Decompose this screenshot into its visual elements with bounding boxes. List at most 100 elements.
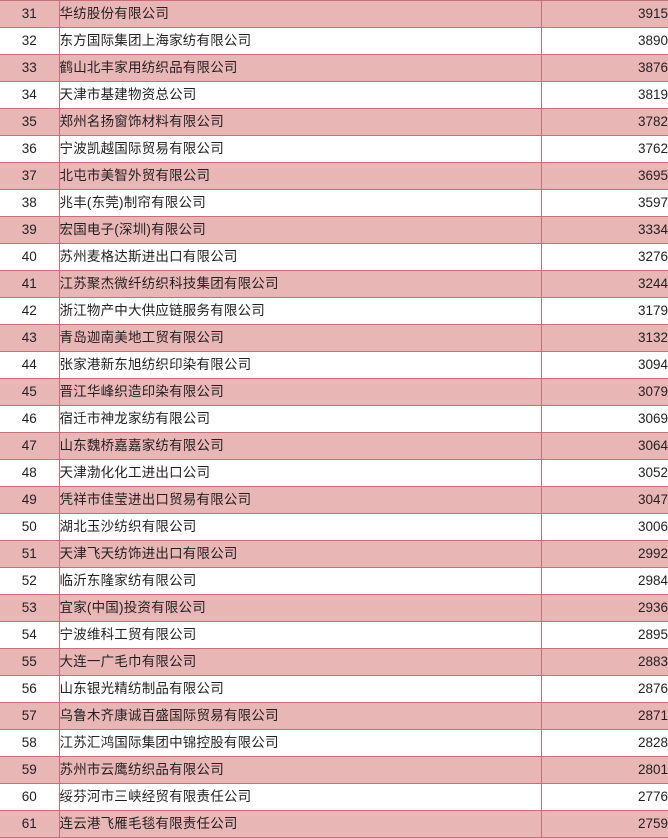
- table-row[interactable]: 48 天津渤化化工进出口公司 3052: [0, 459, 668, 487]
- value-cell: 2992: [541, 540, 668, 568]
- value-cell: 2883: [541, 648, 668, 676]
- table-row[interactable]: 45 晋江华峰织造印染有限公司 3079: [0, 378, 668, 406]
- table-row[interactable]: 42 浙江物产中大供应链服务有限公司 3179: [0, 297, 668, 325]
- table-row[interactable]: 38 兆丰(东莞)制帘有限公司 3597: [0, 189, 668, 217]
- rank-cell: 33: [0, 54, 60, 82]
- company-name-cell: 苏州市云鹰纺织品有限公司: [59, 756, 542, 784]
- company-name-cell: 山东银光精纺制品有限公司: [59, 675, 542, 703]
- company-name-cell: 绥芬河市三峡经贸有限责任公司: [59, 783, 542, 811]
- table-row[interactable]: 36 宁波凯越国际贸易有限公司 3762: [0, 135, 668, 163]
- rank-cell: 59: [0, 756, 60, 784]
- rank-cell: 54: [0, 621, 60, 649]
- value-cell: 3597: [541, 189, 668, 217]
- table-row[interactable]: 54 宁波维科工贸有限公司 2895: [0, 621, 668, 649]
- rank-cell: 49: [0, 486, 60, 514]
- table-row[interactable]: 44 张家港新东旭纺织印染有限公司 3094: [0, 351, 668, 379]
- company-name-cell: 乌鲁木齐康诚百盛国际贸易有限公司: [59, 702, 542, 730]
- value-cell: 3890: [541, 27, 668, 55]
- table-row[interactable]: 49 凭祥市佳莹进出口贸易有限公司 3047: [0, 486, 668, 514]
- rank-cell: 56: [0, 675, 60, 703]
- company-name-cell: 兆丰(东莞)制帘有限公司: [59, 189, 542, 217]
- value-cell: 3047: [541, 486, 668, 514]
- table-row[interactable]: 35 郑州名扬窗饰材料有限公司 3782: [0, 108, 668, 136]
- company-name-cell: 东方国际集团上海家纺有限公司: [59, 27, 542, 55]
- company-name-cell: 华纺股份有限公司: [59, 0, 542, 28]
- rank-cell: 39: [0, 216, 60, 244]
- value-cell: 3179: [541, 297, 668, 325]
- table-row[interactable]: 33 鹤山北丰家用纺织品有限公司 3876: [0, 54, 668, 82]
- rank-cell: 58: [0, 729, 60, 757]
- company-name-cell: 凭祥市佳莹进出口贸易有限公司: [59, 486, 542, 514]
- value-cell: 2801: [541, 756, 668, 784]
- company-name-cell: 山东魏桥嘉嘉家纺有限公司: [59, 432, 542, 460]
- company-name-cell: 宿迁市神龙家纺有限公司: [59, 405, 542, 433]
- table-row[interactable]: 46 宿迁市神龙家纺有限公司 3069: [0, 405, 668, 433]
- value-cell: 3876: [541, 54, 668, 82]
- table-row[interactable]: 57 乌鲁木齐康诚百盛国际贸易有限公司 2871: [0, 702, 668, 730]
- rank-cell: 50: [0, 513, 60, 541]
- value-cell: 3132: [541, 324, 668, 352]
- value-cell: 2984: [541, 567, 668, 595]
- value-cell: 3244: [541, 270, 668, 298]
- table-row[interactable]: 61 连云港飞雁毛毯有限责任公司 2759: [0, 810, 668, 838]
- rank-cell: 35: [0, 108, 60, 136]
- rank-cell: 52: [0, 567, 60, 595]
- table-row[interactable]: 53 宜家(中国)投资有限公司 2936: [0, 594, 668, 622]
- value-cell: 2936: [541, 594, 668, 622]
- rank-cell: 45: [0, 378, 60, 406]
- rank-cell: 61: [0, 810, 60, 838]
- value-cell: 3276: [541, 243, 668, 271]
- value-cell: 3094: [541, 351, 668, 379]
- value-cell: 3334: [541, 216, 668, 244]
- value-cell: 3069: [541, 405, 668, 433]
- value-cell: 3782: [541, 108, 668, 136]
- value-cell: 2759: [541, 810, 668, 838]
- company-name-cell: 郑州名扬窗饰材料有限公司: [59, 108, 542, 136]
- table-row[interactable]: 31 华纺股份有限公司 3915: [0, 0, 668, 28]
- rank-cell: 40: [0, 243, 60, 271]
- table-row[interactable]: 52 临沂东隆家纺有限公司 2984: [0, 567, 668, 595]
- company-name-cell: 浙江物产中大供应链服务有限公司: [59, 297, 542, 325]
- rank-cell: 36: [0, 135, 60, 163]
- table-row[interactable]: 56 山东银光精纺制品有限公司 2876: [0, 675, 668, 703]
- company-name-cell: 宁波维科工贸有限公司: [59, 621, 542, 649]
- table-row[interactable]: 41 江苏聚杰微纤纺织科技集团有限公司 3244: [0, 270, 668, 298]
- rank-cell: 34: [0, 81, 60, 109]
- table-row[interactable]: 39 宏国电子(深圳)有限公司 3334: [0, 216, 668, 244]
- table-row[interactable]: 37 北屯市美智外贸有限公司 3695: [0, 162, 668, 190]
- table-row[interactable]: 43 青岛迦南美地工贸有限公司 3132: [0, 324, 668, 352]
- value-cell: 3079: [541, 378, 668, 406]
- table-row[interactable]: 34 天津市基建物资总公司 3819: [0, 81, 668, 109]
- rank-cell: 43: [0, 324, 60, 352]
- rank-cell: 32: [0, 27, 60, 55]
- table-row[interactable]: 58 江苏汇鸿国际集团中锦控股有限公司 2828: [0, 729, 668, 757]
- rank-cell: 31: [0, 0, 60, 28]
- value-cell: 3052: [541, 459, 668, 487]
- table-row[interactable]: 47 山东魏桥嘉嘉家纺有限公司 3064: [0, 432, 668, 460]
- value-cell: 3762: [541, 135, 668, 163]
- company-name-cell: 天津飞天纺饰进出口有限公司: [59, 540, 542, 568]
- company-name-cell: 张家港新东旭纺织印染有限公司: [59, 351, 542, 379]
- value-cell: 2895: [541, 621, 668, 649]
- company-name-cell: 江苏汇鸿国际集团中锦控股有限公司: [59, 729, 542, 757]
- company-name-cell: 宏国电子(深圳)有限公司: [59, 216, 542, 244]
- value-cell: 2871: [541, 702, 668, 730]
- company-name-cell: 连云港飞雁毛毯有限责任公司: [59, 810, 542, 838]
- value-cell: 2776: [541, 783, 668, 811]
- value-cell: 2876: [541, 675, 668, 703]
- table-row[interactable]: 40 苏州麦格达斯进出口有限公司 3276: [0, 243, 668, 271]
- table-row[interactable]: 60 绥芬河市三峡经贸有限责任公司 2776: [0, 783, 668, 811]
- company-name-cell: 大连一广毛巾有限公司: [59, 648, 542, 676]
- table-row[interactable]: 51 天津飞天纺饰进出口有限公司 2992: [0, 540, 668, 568]
- company-name-cell: 鹤山北丰家用纺织品有限公司: [59, 54, 542, 82]
- company-name-cell: 天津市基建物资总公司: [59, 81, 542, 109]
- table-row[interactable]: 55 大连一广毛巾有限公司 2883: [0, 648, 668, 676]
- table-row[interactable]: 59 苏州市云鹰纺织品有限公司 2801: [0, 756, 668, 784]
- value-cell: 3819: [541, 81, 668, 109]
- company-name-cell: 晋江华峰织造印染有限公司: [59, 378, 542, 406]
- table-row[interactable]: 32 东方国际集团上海家纺有限公司 3890: [0, 27, 668, 55]
- rank-cell: 47: [0, 432, 60, 460]
- table-row[interactable]: 50 湖北玉沙纺织有限公司 3006: [0, 513, 668, 541]
- rank-cell: 48: [0, 459, 60, 487]
